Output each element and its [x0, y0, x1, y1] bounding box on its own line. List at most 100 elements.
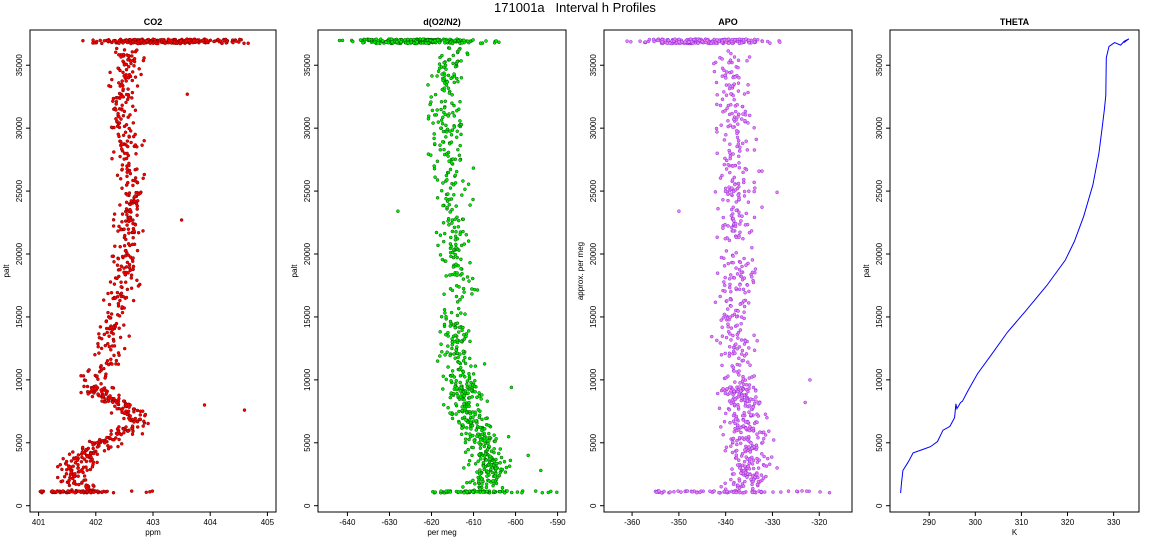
- data-point: [472, 384, 477, 389]
- data-point: [438, 253, 443, 257]
- data-layer-3: [900, 38, 1130, 494]
- data-point: [461, 179, 465, 183]
- data-point: [729, 477, 733, 482]
- data-point: [433, 92, 438, 97]
- data-point: [479, 397, 483, 401]
- data-point: [124, 100, 128, 105]
- data-point: [76, 453, 81, 457]
- data-point: [730, 178, 735, 182]
- data-point: [88, 490, 93, 494]
- data-point: [117, 107, 122, 111]
- data-point: [124, 79, 128, 83]
- data-point: [95, 460, 99, 465]
- data-point: [122, 416, 126, 421]
- data-point: [466, 329, 471, 333]
- data-point: [778, 40, 782, 44]
- data-point: [454, 294, 459, 299]
- data-point: [452, 193, 456, 197]
- data-point: [734, 235, 739, 240]
- data-point: [730, 164, 735, 168]
- data-point: [459, 311, 463, 315]
- data-point: [242, 408, 247, 412]
- data-point: [747, 113, 752, 118]
- data-point: [435, 196, 440, 200]
- data-point: [446, 330, 450, 335]
- data-point: [135, 278, 139, 283]
- data-point: [110, 77, 114, 82]
- data-point: [103, 343, 108, 348]
- data-point: [727, 238, 732, 243]
- data-point: [124, 402, 128, 407]
- data-point: [478, 487, 482, 491]
- data-point: [715, 38, 719, 42]
- data-point: [444, 489, 448, 494]
- data-point: [455, 345, 459, 349]
- data-point: [731, 260, 735, 265]
- data-point: [756, 475, 760, 480]
- data-point: [728, 58, 733, 62]
- data-point: [448, 395, 453, 400]
- data-point: [742, 256, 746, 261]
- data-point: [458, 158, 462, 162]
- data-point: [109, 432, 113, 436]
- data-point: [775, 466, 779, 470]
- data-point: [488, 457, 492, 461]
- data-point: [442, 292, 446, 296]
- data-point: [435, 359, 440, 363]
- data-point: [115, 407, 119, 411]
- data-point: [748, 397, 753, 401]
- data-point: [58, 462, 63, 467]
- data-point: [163, 41, 168, 45]
- data-point: [736, 330, 741, 335]
- data-point: [440, 350, 444, 354]
- data-point: [109, 312, 114, 316]
- data-point: [740, 141, 745, 146]
- data-point: [384, 40, 388, 44]
- y-tick-label: 5000: [15, 433, 24, 451]
- data-layer-2: [625, 37, 832, 495]
- data-point: [448, 319, 453, 324]
- data-point: [445, 127, 450, 132]
- data-point: [737, 363, 742, 367]
- data-point: [480, 432, 485, 437]
- data-point: [453, 325, 457, 330]
- data-point: [127, 231, 131, 235]
- data-point: [724, 335, 729, 340]
- data-point: [726, 329, 731, 334]
- data-point: [84, 484, 88, 489]
- data-point: [471, 478, 475, 483]
- data-point: [741, 177, 746, 182]
- data-point: [735, 135, 740, 140]
- data-point: [454, 169, 459, 174]
- data-point: [475, 288, 480, 292]
- data-point: [459, 266, 463, 271]
- data-point: [446, 150, 451, 155]
- data-point: [128, 268, 132, 273]
- data-point: [120, 408, 124, 412]
- data-point: [444, 274, 448, 278]
- data-point: [133, 194, 137, 198]
- data-point: [515, 490, 520, 494]
- x-tick-label: -320: [811, 518, 828, 527]
- data-point: [112, 353, 116, 358]
- data-point: [110, 254, 115, 259]
- data-point: [374, 37, 379, 41]
- data-point: [64, 467, 69, 472]
- plot-frame: [29, 29, 277, 513]
- data-point: [740, 348, 745, 353]
- data-point: [700, 39, 705, 44]
- data-point: [725, 70, 729, 74]
- data-point: [715, 271, 720, 275]
- data-point: [732, 389, 736, 394]
- data-point: [726, 37, 731, 41]
- data-point: [747, 55, 752, 59]
- data-point: [487, 444, 491, 449]
- data-point: [762, 463, 766, 468]
- data-point: [473, 390, 477, 394]
- data-point: [743, 464, 747, 469]
- data-point: [116, 429, 121, 434]
- data-point: [485, 436, 489, 440]
- data-point: [102, 332, 107, 337]
- y-tick-label: 10000: [875, 368, 884, 391]
- data-point: [455, 108, 459, 113]
